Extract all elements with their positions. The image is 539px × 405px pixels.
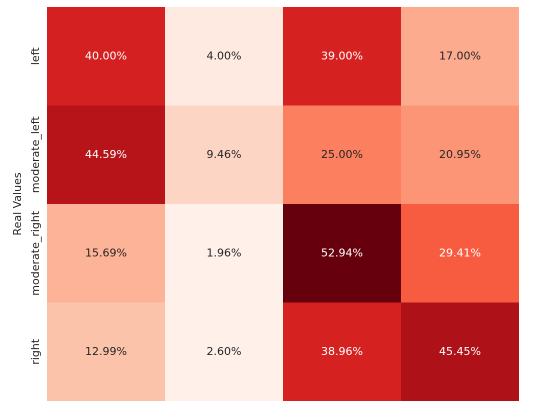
y-tick-label: moderate_right — [29, 210, 42, 296]
heatmap-cell — [47, 7, 165, 106]
cell-label: 45.45% — [439, 345, 481, 358]
heatmap-cell — [283, 302, 401, 401]
cell-label: 4.00% — [207, 49, 242, 62]
cell-label: 25.00% — [321, 148, 363, 161]
cell-label: 40.00% — [85, 49, 127, 62]
y-tick-label: right — [29, 338, 42, 365]
heatmap-cell — [47, 204, 165, 303]
cell-label: 1.96% — [207, 246, 242, 259]
heatmap-cell — [283, 105, 401, 204]
cell-label: 17.00% — [439, 49, 481, 62]
y-axis-label: Real Values — [11, 172, 24, 235]
heatmap-cell — [283, 7, 401, 106]
cell-label: 39.00% — [321, 49, 363, 62]
heatmap-cell — [283, 204, 401, 303]
heatmap-cell — [165, 7, 283, 106]
heatmap-cell — [47, 105, 165, 204]
cell-label: 2.60% — [207, 345, 242, 358]
heatmap-cell — [401, 204, 519, 303]
heatmap-cell — [401, 7, 519, 106]
y-tick-label: left — [29, 47, 42, 66]
cell-label: 38.96% — [321, 345, 363, 358]
heatmap-cell — [401, 105, 519, 204]
cell-label: 9.46% — [207, 148, 242, 161]
cell-label: 20.95% — [439, 148, 481, 161]
heatmap-cell — [165, 204, 283, 303]
cell-label: 44.59% — [85, 148, 127, 161]
heatmap-cell — [401, 302, 519, 401]
heatmap-cell — [165, 105, 283, 204]
cell-label: 12.99% — [85, 345, 127, 358]
cell-label: 29.41% — [439, 246, 481, 259]
cell-label: 52.94% — [321, 246, 363, 259]
heatmap-cell — [47, 302, 165, 401]
y-tick-label: moderate_left — [29, 116, 42, 194]
cell-label: 15.69% — [85, 246, 127, 259]
heatmap-cell — [165, 302, 283, 401]
